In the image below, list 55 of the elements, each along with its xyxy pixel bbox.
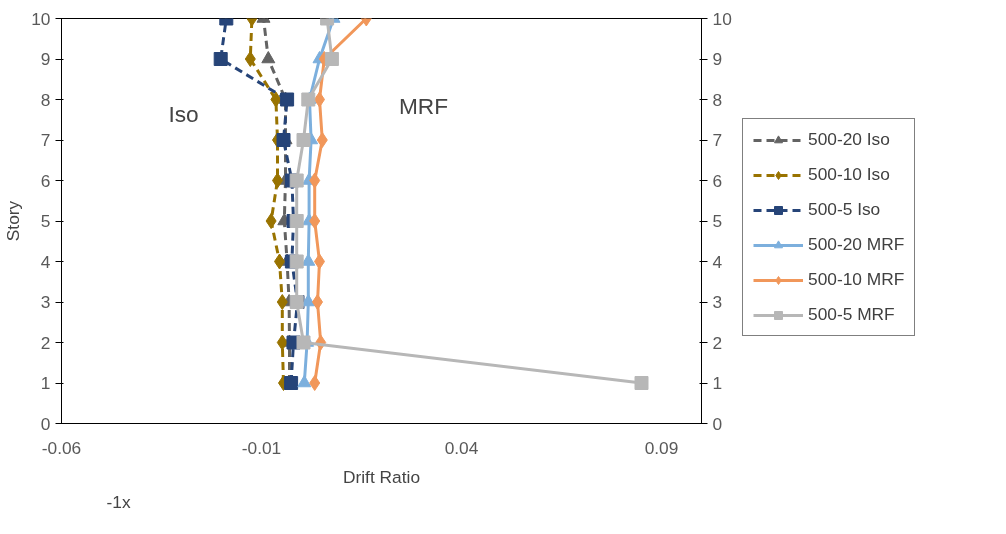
point [244, 51, 256, 67]
annotation: Iso [168, 100, 199, 127]
annotation: MRF [398, 92, 449, 119]
legend-label: 500-5 Iso [808, 199, 881, 220]
point [213, 52, 228, 66]
point [270, 91, 282, 108]
point [309, 172, 321, 189]
y-tick-label: 2 [40, 332, 51, 353]
y2-tick-label: 8 [712, 89, 723, 110]
y2-tick-label: 3 [712, 292, 723, 312]
y2-tick-label: 2 [712, 332, 723, 353]
point [309, 213, 321, 229]
x-tick-label: -0.01 [241, 437, 282, 458]
x-axis-title: Drift Ratio [342, 466, 421, 487]
y-tick-label: 1 [40, 373, 51, 393]
point [265, 213, 277, 229]
point [297, 374, 312, 388]
legend-label: 500-10 Iso [808, 164, 890, 185]
point [276, 334, 288, 351]
point [289, 254, 304, 269]
y-tick-label: 10 [31, 8, 51, 29]
point [289, 173, 304, 188]
y-tick-label: 3 [40, 292, 51, 312]
point [276, 294, 288, 310]
y-axis-title: Story [3, 200, 24, 242]
y2-tick-label: 5 [712, 211, 723, 231]
y-tick-label: 6 [40, 170, 51, 191]
legend-label: 500-20 Iso [808, 129, 890, 150]
y-tick-label: 9 [40, 49, 51, 69]
point [296, 133, 311, 147]
y2-tick-label: 7 [712, 130, 723, 150]
point [301, 253, 316, 266]
legend-label: 500-5 MRF [808, 304, 895, 325]
y2-tick-label: 10 [712, 8, 732, 29]
x-tick-label: -0.06 [41, 437, 82, 458]
y2-tick-label: 1 [712, 373, 723, 393]
point [296, 335, 311, 350]
legend-label: 500-10 MRF [808, 269, 905, 290]
y2-tick-label: 0 [712, 413, 723, 434]
point [316, 132, 328, 148]
x-tick-label: 0.04 [444, 437, 479, 458]
y-tick-label: 8 [40, 89, 51, 110]
y2-tick-label: 6 [712, 170, 723, 191]
y-tick-label: 0 [40, 413, 51, 434]
y2-tick-label: 9 [712, 49, 723, 69]
y2-tick-label: 4 [712, 251, 723, 272]
y-tick-label: 7 [40, 130, 51, 150]
point [634, 376, 649, 390]
x-tick-label: 0.09 [644, 437, 679, 458]
text: -1x [106, 491, 131, 512]
y-tick-label: 5 [40, 211, 51, 231]
y-tick-label: 4 [40, 251, 51, 272]
legend-label: 500-20 MRF [808, 234, 905, 255]
point [324, 52, 339, 66]
point [309, 375, 321, 391]
